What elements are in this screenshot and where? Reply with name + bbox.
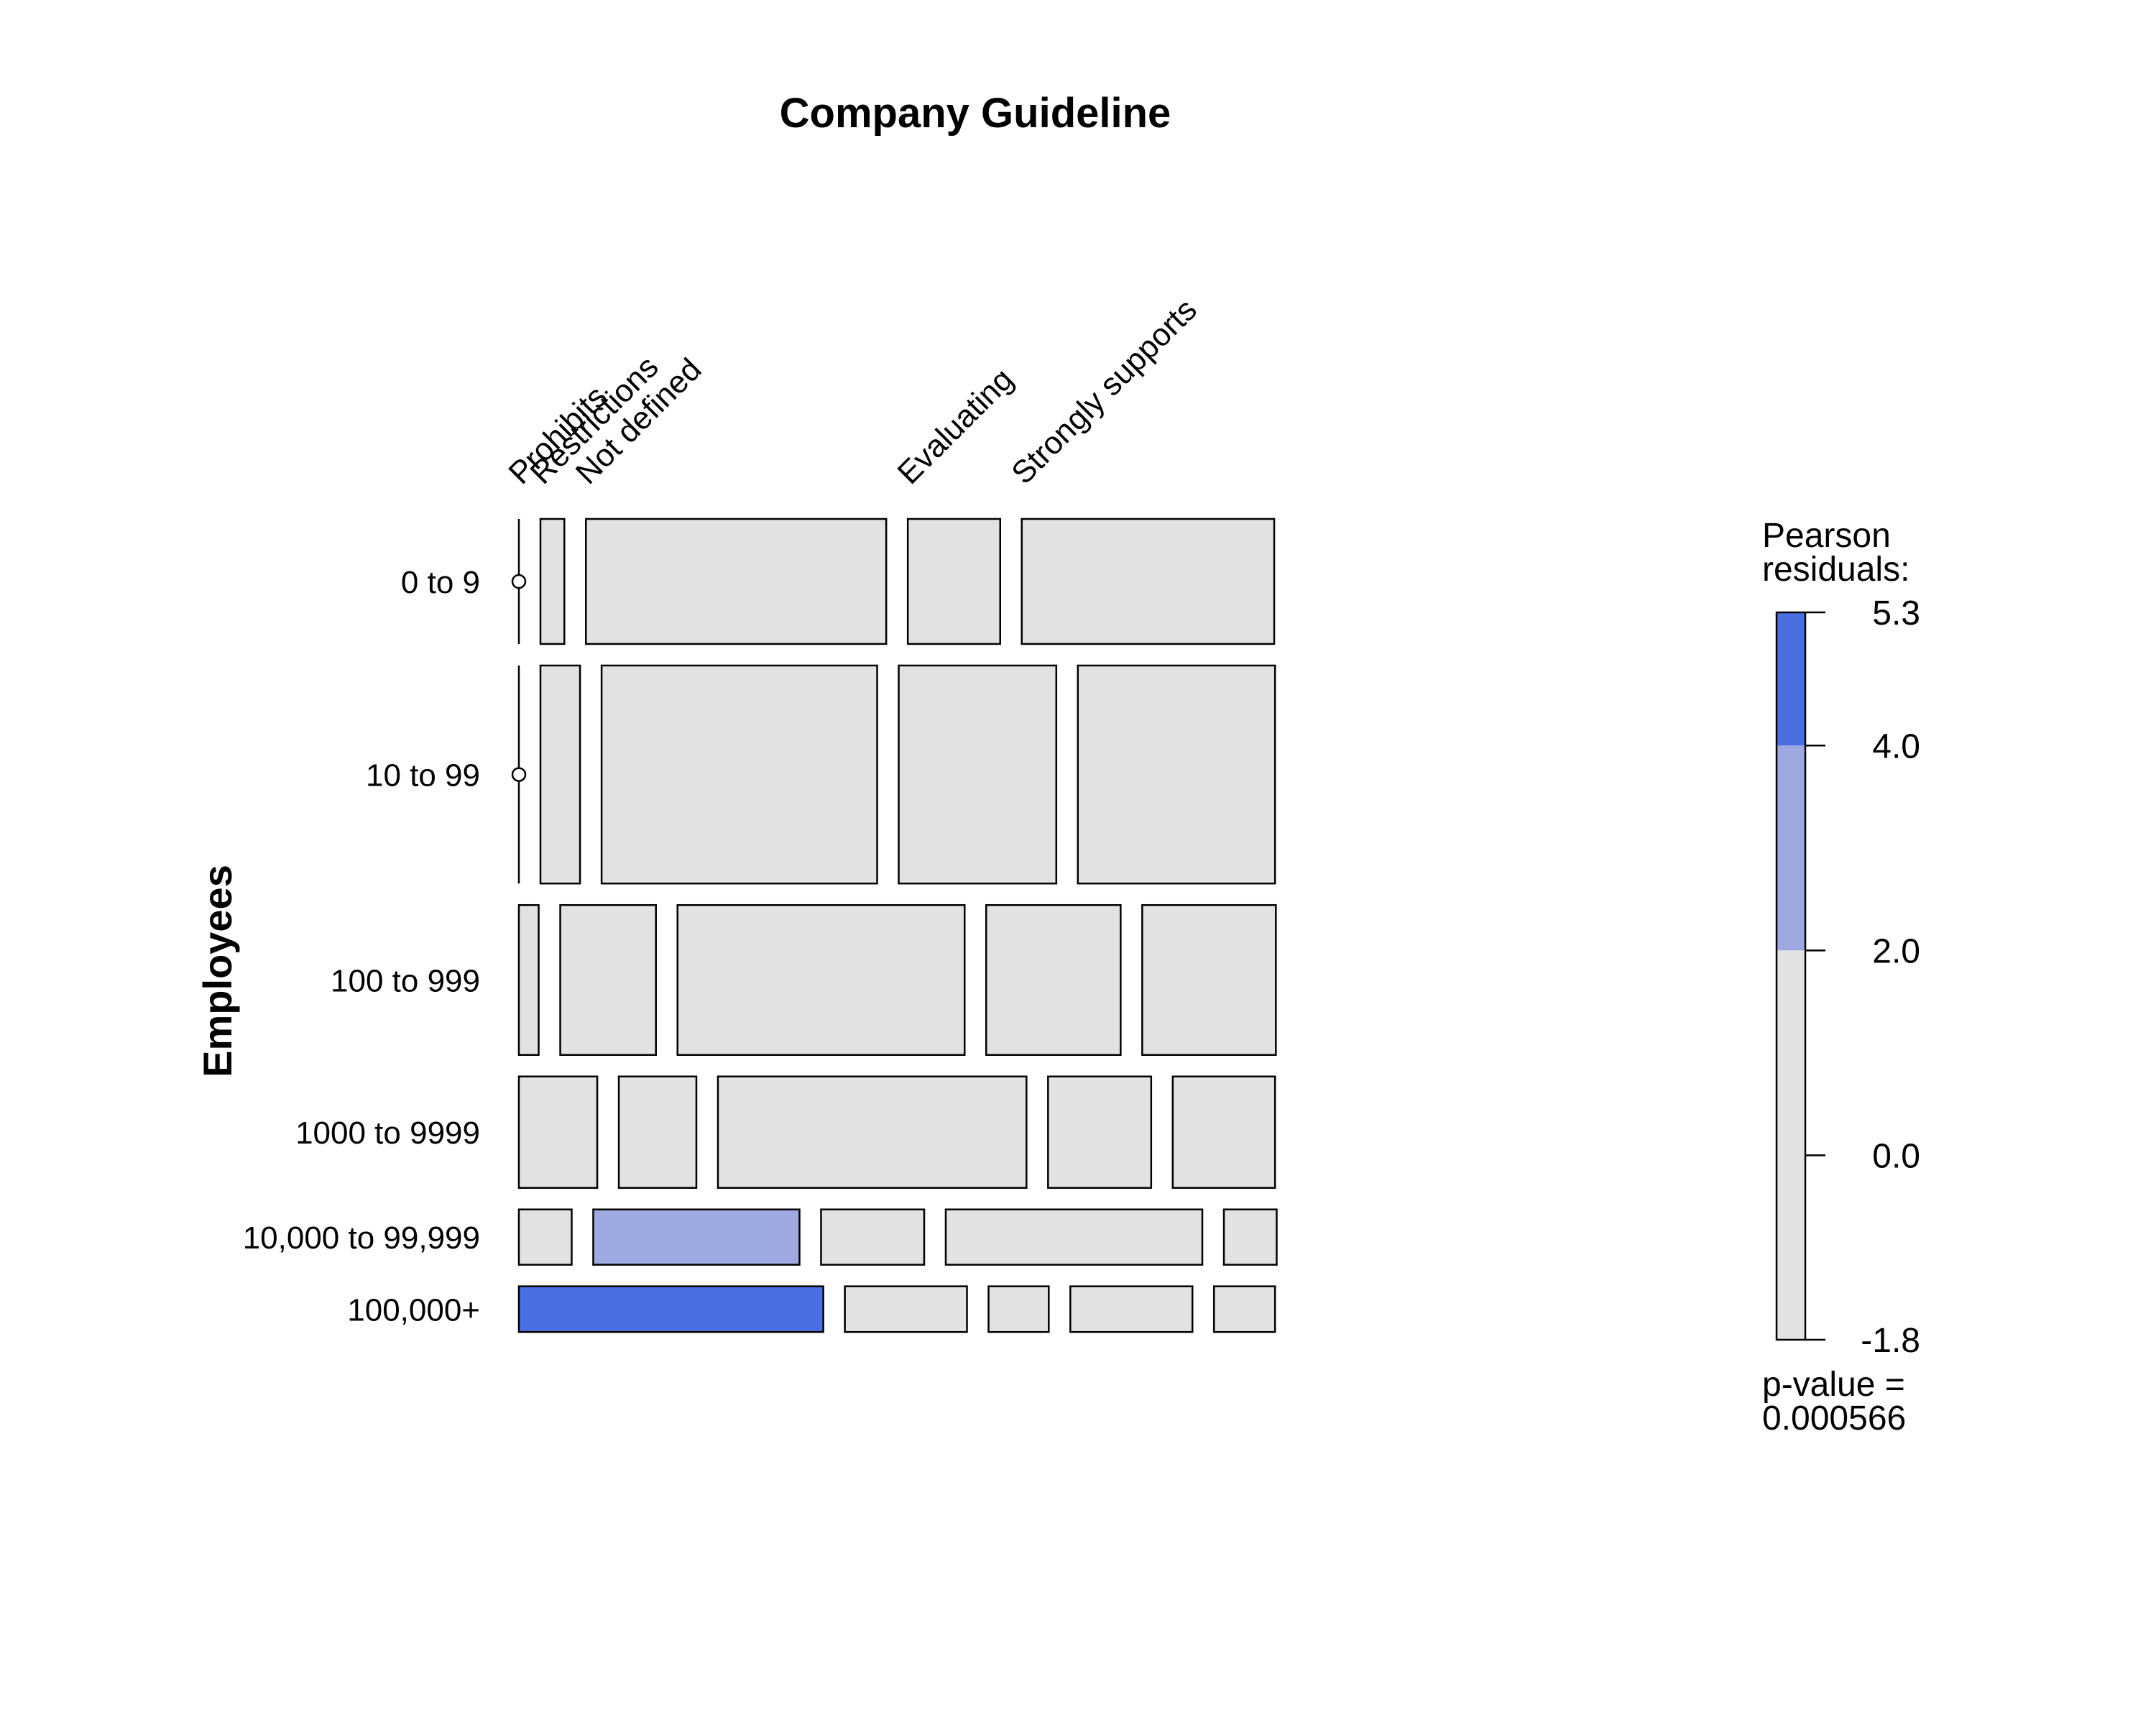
tile-1000-to-9999-evaluating <box>1047 1075 1153 1189</box>
row-label-0-to-9: 0 to 9 <box>401 565 480 600</box>
tile-10-to-99-restrictions <box>539 664 581 885</box>
legend-band-neutral <box>1777 950 1805 1340</box>
tile-10-000-to-99-999-not-defined <box>820 1208 926 1266</box>
row-label-10-000-to-99-999: 10,000 to 99,999 <box>243 1220 480 1256</box>
chart-title: Company Guideline <box>780 90 1171 137</box>
row-label-10-to-99: 10 to 99 <box>366 758 480 794</box>
legend-color-bar <box>1775 611 1807 1341</box>
tile-0-to-9-strongly-supports <box>1021 518 1276 645</box>
tile-100-to-999-restrictions <box>559 903 657 1056</box>
tile-10-000-to-99-999-evaluating <box>944 1208 1204 1266</box>
tile-100-to-999-not-defined <box>676 903 966 1056</box>
tile-100-000-restrictions <box>844 1285 968 1333</box>
legend-bar-frame <box>1775 611 1807 1341</box>
tile-100-to-999-strongly-supports <box>1141 903 1277 1056</box>
tile-0-to-9-evaluating <box>906 518 1001 645</box>
pvalue-value: 0.000566 <box>1762 1399 1906 1438</box>
tile-100-to-999-evaluating <box>985 903 1122 1056</box>
legend-ticks: 5.3 4.0 2.0 0.0 -1.8 <box>1805 594 1920 1360</box>
tile-1000-to-9999-restrictions <box>617 1075 698 1189</box>
pvalue-label: p-value = <box>1762 1366 1905 1404</box>
tile-10-to-99-evaluating <box>898 664 1058 885</box>
legend-tick-label: 0.0 <box>1872 1137 1920 1175</box>
tile-100-000-evaluating <box>1069 1285 1194 1333</box>
row-label-100-to-999: 100 to 999 <box>331 963 480 998</box>
tile-10-to-99-not-defined <box>600 664 878 885</box>
tile-0-to-9-restrictions <box>539 518 566 645</box>
legend-tick-label: -1.8 <box>1861 1322 1920 1360</box>
tile-100-to-999-prohibits <box>517 903 540 1056</box>
row-label-100-000: 100,000+ <box>347 1292 480 1328</box>
legend-title-line2: residuals: <box>1762 551 1909 589</box>
tile-10-000-to-99-999-prohibits <box>517 1208 573 1266</box>
residuals-legend: Pearson residuals: 5.3 4.0 2.0 0.0 -1.8 p-va… <box>1762 517 1920 1438</box>
legend-title-line1: Pearson <box>1762 517 1891 555</box>
tile-100-000-prohibits <box>517 1285 824 1333</box>
tile-1000-to-9999-strongly-supports <box>1171 1075 1276 1189</box>
legend-band-strong <box>1777 612 1805 746</box>
legend-tick-label: 5.3 <box>1872 594 1920 632</box>
tile-10-to-99-prohibits-marker <box>511 767 527 782</box>
tile-0-to-9-prohibits-marker <box>511 574 527 589</box>
row-labels: 0 to 9 10 to 99 100 to 999 1000 to 9999 10,0… <box>243 565 480 1328</box>
tile-10-to-99-strongly-supports <box>1077 664 1276 885</box>
row-label-1000-to-9999: 1000 to 9999 <box>295 1116 480 1151</box>
tile-1000-to-9999-not-defined <box>717 1075 1028 1189</box>
column-label-strongly-supports: Strongly supports <box>1005 292 1204 491</box>
tile-10-000-to-99-999-restrictions <box>592 1208 801 1266</box>
mosaic-tiles <box>511 518 1278 1333</box>
row-variable-label: Employees <box>195 865 240 1077</box>
tile-100-000-not-defined <box>987 1285 1050 1333</box>
tile-10-000-to-99-999-strongly-supports <box>1222 1208 1278 1266</box>
legend-tick-label: 2.0 <box>1872 932 1920 970</box>
tile-100-000-strongly-supports <box>1212 1285 1276 1333</box>
tile-0-to-9-not-defined <box>585 518 888 645</box>
legend-tick-label: 4.0 <box>1872 727 1920 765</box>
column-label-evaluating: Evaluating <box>891 362 1021 491</box>
legend-band-moderate <box>1777 745 1805 951</box>
tile-1000-to-9999-prohibits <box>517 1075 599 1189</box>
